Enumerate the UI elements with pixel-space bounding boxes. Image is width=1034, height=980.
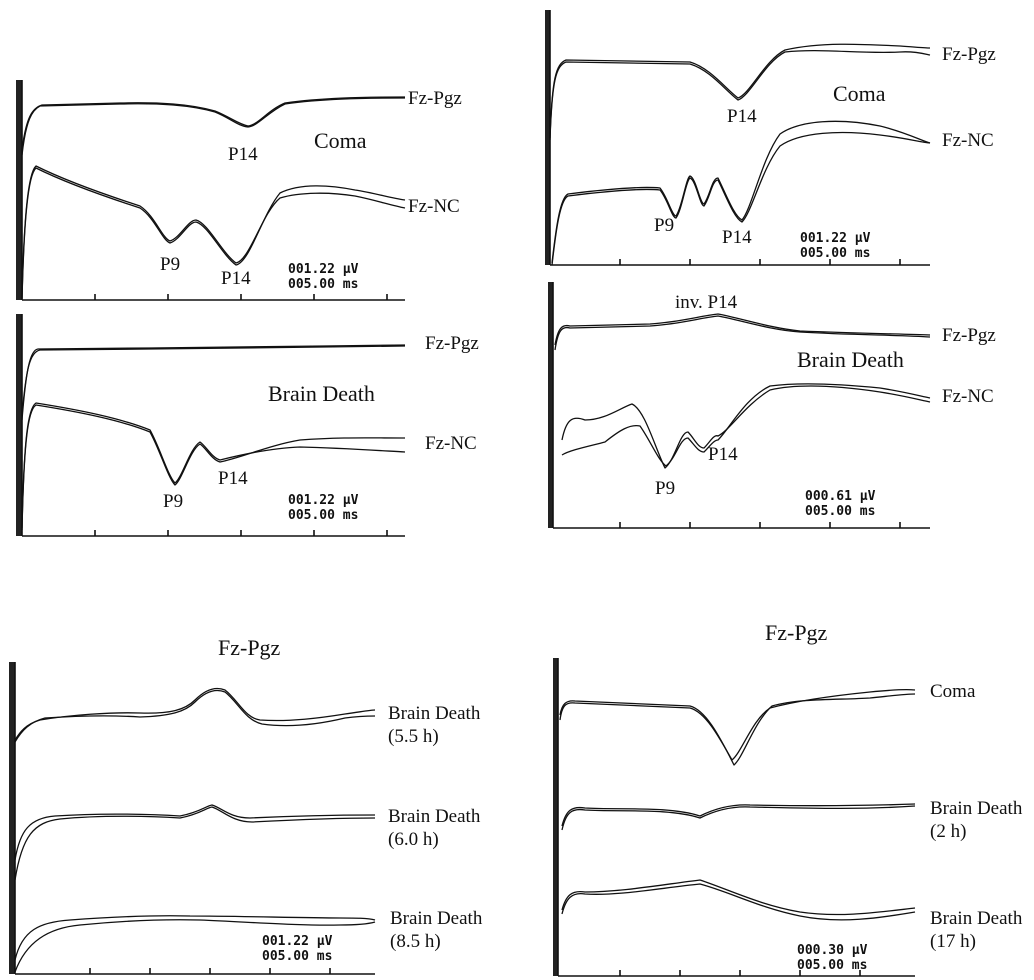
scale-time: 005.00 ms <box>805 504 875 519</box>
trace-fz-pgz-a <box>554 315 931 351</box>
x-axis <box>550 259 930 266</box>
trace-fz-pgz-b <box>549 43 931 139</box>
scale-time: 005.00 ms <box>800 246 870 261</box>
series-label: Coma <box>930 681 976 702</box>
series-label-fz-nc: Fz-NC <box>942 130 994 151</box>
panel-top-right-a: Fz-Pgz Fz-NC Coma P14 P9 P14 001.22 µV 0… <box>545 10 996 266</box>
trace-brain-death-2h-a <box>561 805 916 831</box>
trace-fz-pgz-b <box>21 96 406 151</box>
x-axis <box>15 968 375 975</box>
panel-title: Fz-Pgz <box>765 620 828 645</box>
scale-amplitude: 000.30 µV <box>797 943 868 958</box>
scale-time: 005.00 ms <box>262 949 332 964</box>
panel-top-left-a: Fz-Pgz Fz-NC P14 P9 P14 Coma 001.22 µV 0… <box>16 80 462 301</box>
peak-label-p14: P14 <box>722 227 752 248</box>
panel-title: Brain Death <box>268 381 375 406</box>
trace-fz-nc-b <box>21 165 406 299</box>
series-label-fz-nc: Fz-NC <box>942 386 994 407</box>
scale-time: 005.00 ms <box>288 277 358 292</box>
peak-label-p9: P9 <box>163 491 183 512</box>
trace-fz-pgz-a <box>549 49 931 141</box>
trace-brain-death-6-0h-a <box>14 804 376 861</box>
x-axis <box>553 522 930 529</box>
scale-amplitude: 001.22 µV <box>288 493 359 508</box>
scale-time: 005.00 ms <box>288 508 358 523</box>
peak-label-p14: P14 <box>727 106 757 127</box>
trace-fz-pgz-b <box>21 345 406 417</box>
x-axis <box>558 970 915 977</box>
trace-fz-nc-b <box>561 383 931 467</box>
stimulus-artifact <box>548 282 553 528</box>
series-label: Brain Death <box>388 806 481 827</box>
scale-time: 005.00 ms <box>797 958 867 973</box>
trace-coma-b <box>559 693 916 766</box>
trace-fz-nc-b <box>551 120 931 264</box>
series-time-label: (6.0 h) <box>388 829 439 850</box>
trace-brain-death-17h-b <box>561 883 916 921</box>
trace-fz-nc-a <box>21 404 406 531</box>
stimulus-artifact <box>16 314 22 536</box>
stimulus-artifact <box>9 662 15 974</box>
x-axis <box>22 530 405 537</box>
series-label-fz-nc: Fz-NC <box>425 433 477 454</box>
panel-title: Brain Death <box>797 347 904 372</box>
x-axis <box>22 294 405 301</box>
panel-top-left-b: Fz-Pgz Fz-NC Brain Death P9 P14 001.22 µ… <box>16 314 479 537</box>
trace-fz-nc-a <box>21 167 406 301</box>
peak-label-p14: P14 <box>708 444 738 465</box>
scale-amplitude: 001.22 µV <box>262 934 333 949</box>
trace-brain-death-2h-b <box>561 803 916 827</box>
series-time-label: (2 h) <box>930 821 966 842</box>
stimulus-artifact <box>545 10 550 265</box>
trace-brain-death-5-5h-a <box>14 687 376 741</box>
trace-fz-pgz-b <box>554 313 931 346</box>
trace-brain-death-17h-a <box>561 879 916 916</box>
trace-fz-nc-a <box>551 131 931 266</box>
panel-title: Fz-Pgz <box>218 635 281 660</box>
panel-title: Coma <box>314 128 367 153</box>
peak-label-p9: P9 <box>160 254 180 275</box>
panel-bottom-left: Fz-Pgz Brain Death (5.5 h) Brain Death (… <box>9 635 483 975</box>
series-time-label: (5.5 h) <box>388 726 439 747</box>
series-time-label: (17 h) <box>930 931 976 952</box>
trace-brain-death-6-0h-b <box>14 806 376 881</box>
trace-fz-nc-b <box>21 402 406 529</box>
series-label-fz-pgz: Fz-Pgz <box>942 325 996 346</box>
series-label-fz-pgz: Fz-Pgz <box>942 44 996 65</box>
peak-label-inv-p14: inv. P14 <box>675 292 738 313</box>
scale-amplitude: 000.61 µV <box>805 489 876 504</box>
series-label-fz-nc: Fz-NC <box>408 196 460 217</box>
trace-coma-a <box>559 688 916 761</box>
scale-amplitude: 001.22 µV <box>288 262 359 277</box>
scale-amplitude: 001.22 µV <box>800 231 871 246</box>
stimulus-artifact <box>553 658 558 976</box>
series-label: Brain Death <box>930 908 1023 929</box>
trace-brain-death-8-5h-b <box>14 919 376 973</box>
peak-label-p14: P14 <box>221 268 251 289</box>
series-time-label: (8.5 h) <box>390 931 441 952</box>
peak-label-p9: P9 <box>655 478 675 499</box>
series-label-fz-pgz: Fz-Pgz <box>408 88 462 109</box>
peak-label-p14: P14 <box>218 468 248 489</box>
series-label: Brain Death <box>388 703 481 724</box>
panel-title: Coma <box>833 81 886 106</box>
trace-brain-death-8-5h-a <box>14 915 376 961</box>
peak-label-p9: P9 <box>654 215 674 236</box>
panel-top-right-b: Fz-Pgz Fz-NC Brain Death inv. P14 P9 P14… <box>548 282 996 529</box>
series-label: Brain Death <box>930 798 1023 819</box>
trace-brain-death-5-5h-b <box>14 689 376 743</box>
panel-bottom-right: Fz-Pgz Coma Brain Death (2 h) Brain Deat… <box>553 620 1023 977</box>
peak-label-p14: P14 <box>228 144 258 165</box>
series-label-fz-pgz: Fz-Pgz <box>425 333 479 354</box>
series-label: Brain Death <box>390 908 483 929</box>
stimulus-artifact <box>16 80 22 300</box>
trace-fz-nc-a <box>561 385 931 469</box>
